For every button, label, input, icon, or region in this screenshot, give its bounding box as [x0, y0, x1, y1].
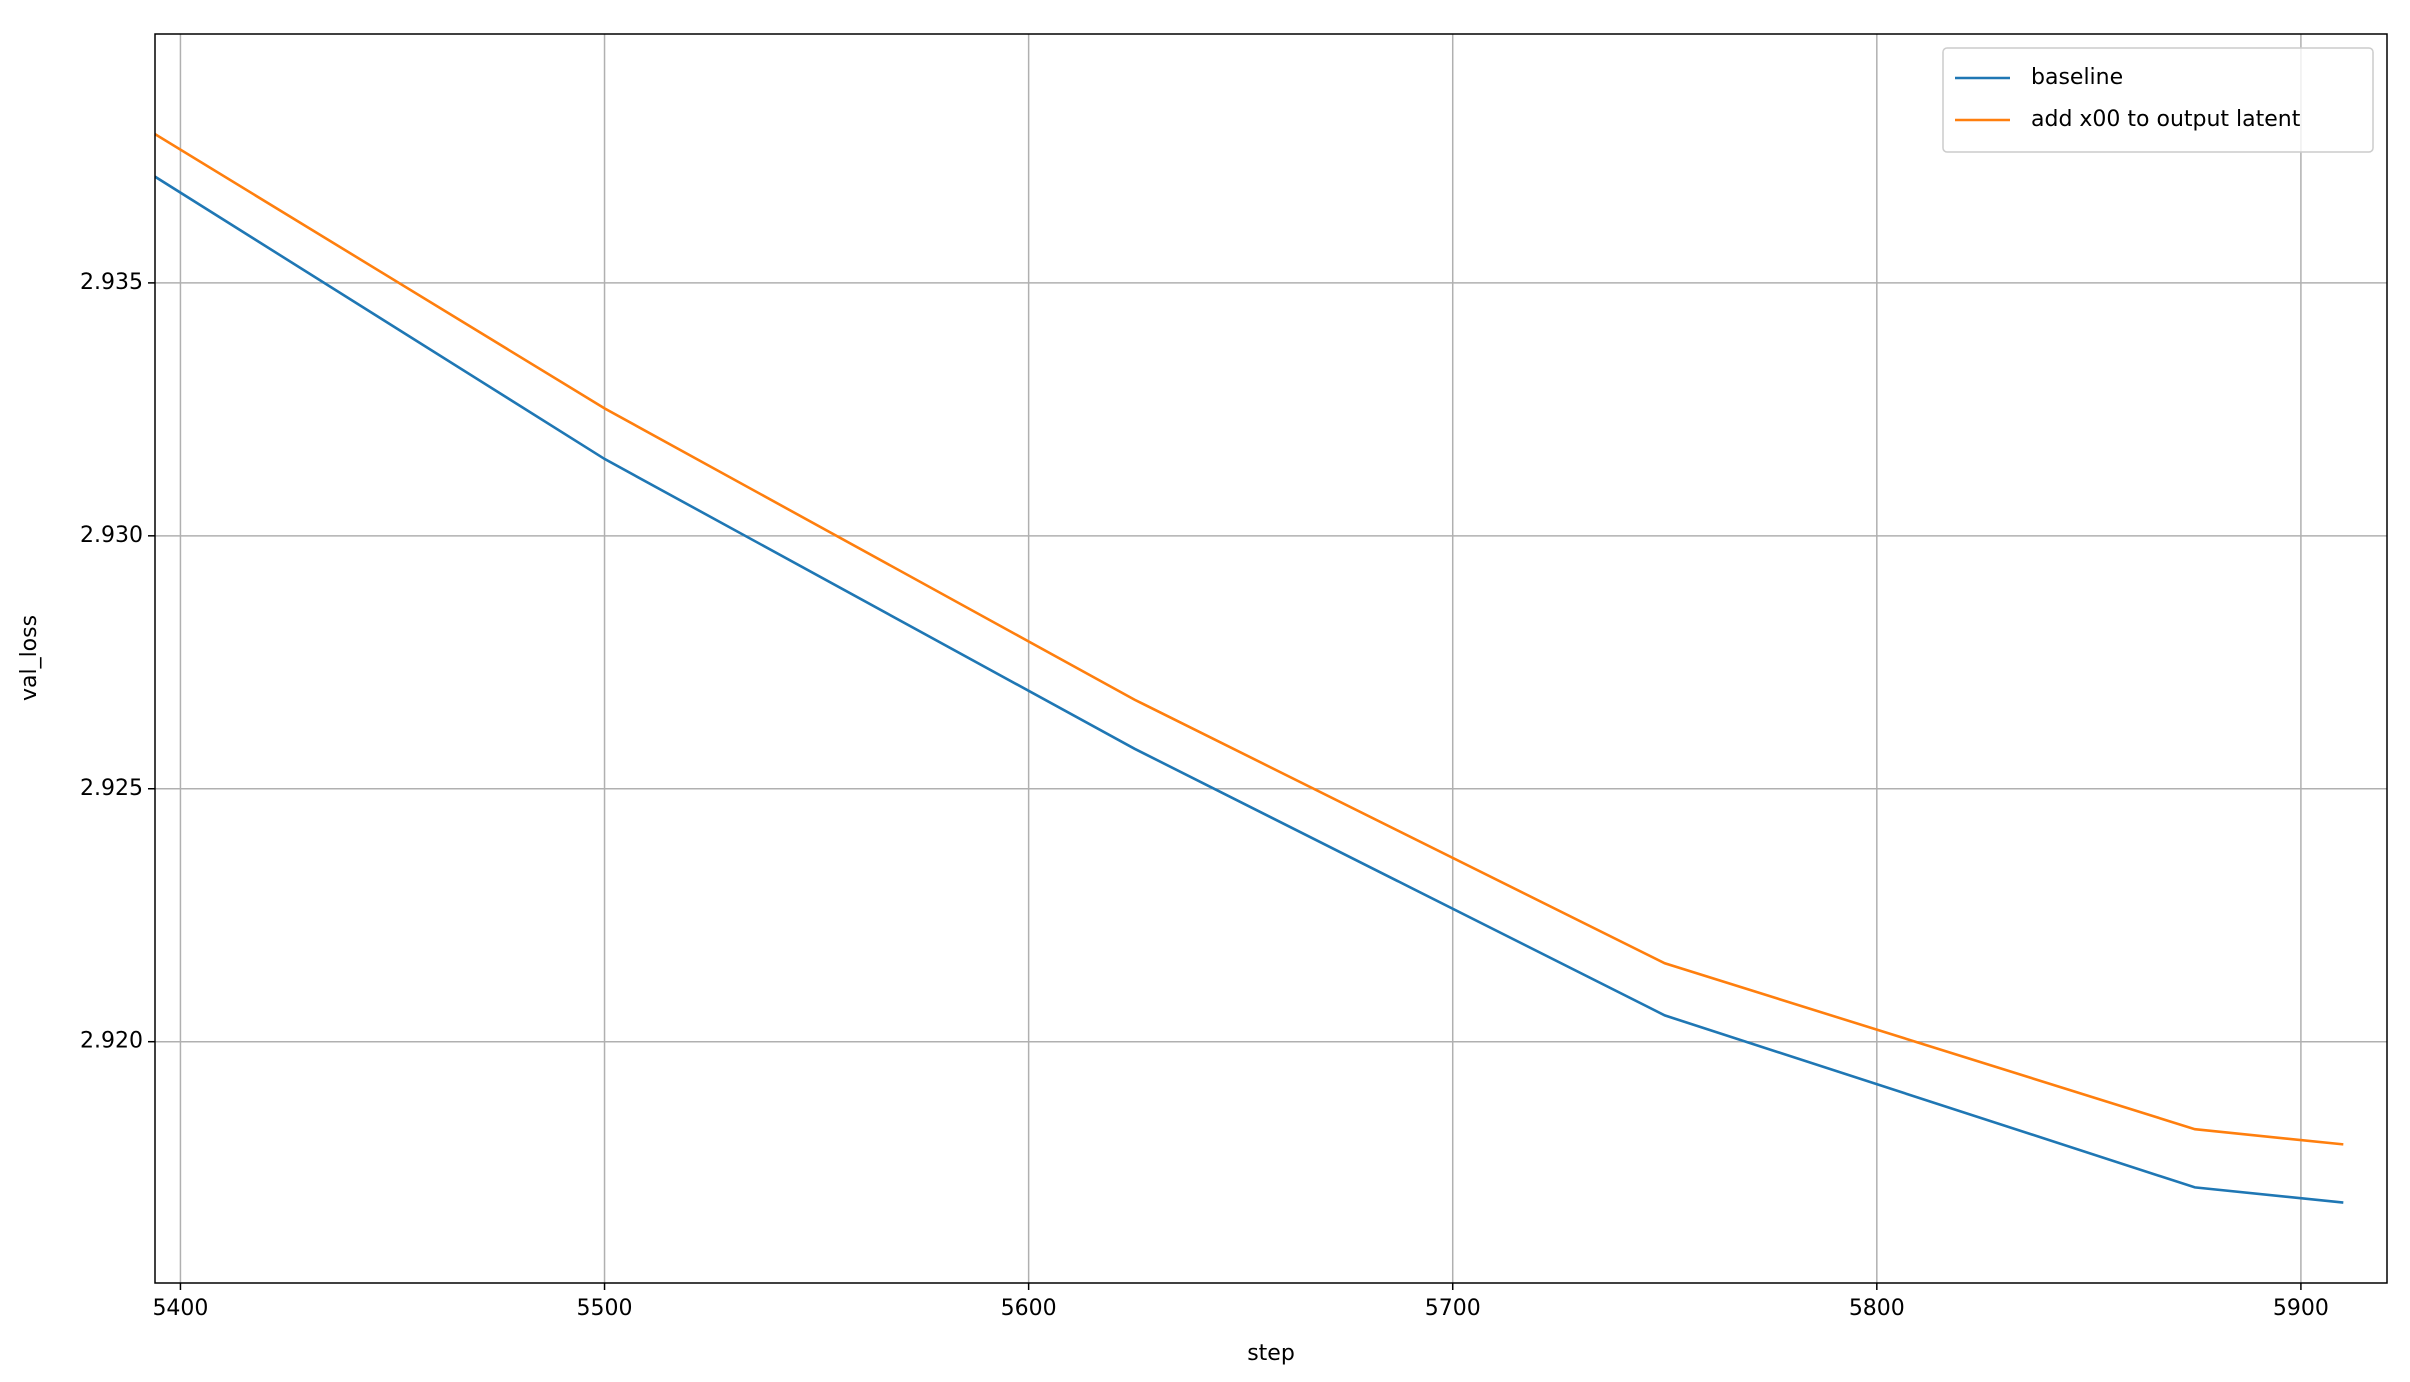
x-tick-label: 5900 [2273, 1296, 2329, 1321]
legend-label: baseline [2031, 65, 2123, 90]
x-tick-label: 5700 [1425, 1296, 1481, 1321]
x-axis-label: step [1247, 1341, 1295, 1366]
legend-label: add x00 to output latent [2031, 107, 2301, 132]
plot-frame [154, 33, 2388, 1284]
x-tick-label: 5400 [152, 1296, 208, 1321]
y-tick-label: 2.930 [80, 523, 143, 548]
y-axis-label: val_loss [17, 615, 42, 701]
x-tick-label: 5500 [577, 1296, 633, 1321]
legend-box [1942, 47, 2374, 153]
x-tick-label: 5600 [1001, 1296, 1057, 1321]
y-tick-label: 2.920 [80, 1029, 143, 1054]
x-tick-label: 5800 [1849, 1296, 1905, 1321]
data-line [155, 175, 2344, 1204]
data-line [155, 133, 2344, 1146]
y-tick-label: 2.935 [80, 270, 143, 295]
y-tick-label: 2.925 [80, 776, 143, 801]
